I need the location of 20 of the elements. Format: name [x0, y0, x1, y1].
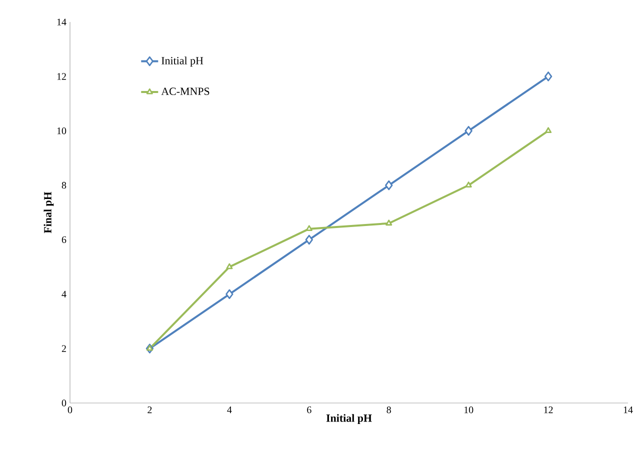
y-tick-label: 14	[57, 18, 66, 26]
y-tick-label: 4	[62, 290, 66, 298]
x-tick-label: 4	[227, 406, 232, 414]
y-tick-label: 6	[62, 236, 66, 244]
y-tick-label: 2	[62, 345, 66, 352]
x-tick-label: 14	[624, 406, 633, 414]
x-tick-label: 8	[386, 406, 391, 414]
y-axis-title: Final pH	[44, 192, 54, 234]
y-tick-label: 0	[62, 400, 66, 406]
x-tick-label: 0	[68, 406, 72, 414]
y-tick-label: 10	[57, 127, 66, 134]
legend-label: AC-MNPS	[161, 88, 210, 96]
x-tick-label: 6	[307, 406, 312, 414]
x-axis-title: Initial pH	[326, 414, 372, 424]
x-tick-label: 12	[544, 406, 553, 414]
y-tick-label: 12	[57, 73, 66, 80]
y-tick-label: 8	[62, 182, 66, 189]
x-tick-label: 10	[464, 406, 474, 414]
x-tick-label: 2	[148, 406, 152, 414]
legend-label: Initial pH	[162, 56, 204, 67]
